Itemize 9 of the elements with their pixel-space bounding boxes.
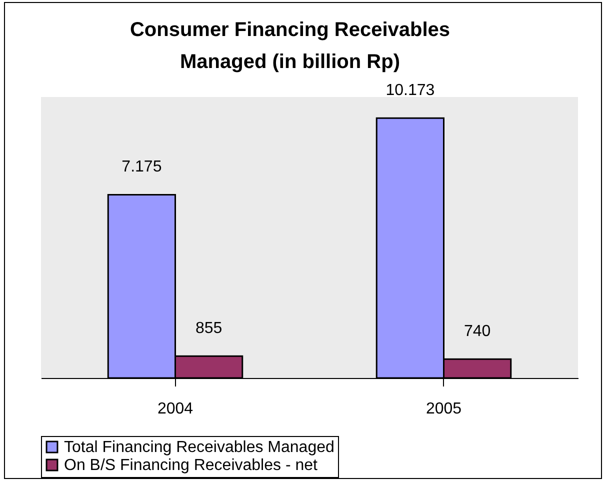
data-label: 855 <box>195 320 222 338</box>
legend-label: On B/S Financing Receivables - net <box>64 457 318 474</box>
x-tick-label: 2004 <box>157 400 194 418</box>
chart-title: Consumer Financing Receivables Managed (in billion Rp) <box>128 18 452 75</box>
legend-label: Total Financing Receivables Managed <box>64 439 334 456</box>
data-label: 7.175 <box>122 158 162 176</box>
data-label: 740 <box>464 323 491 340</box>
data-label: 10.173 <box>386 82 435 100</box>
x-tick-label: 2005 <box>426 400 462 418</box>
